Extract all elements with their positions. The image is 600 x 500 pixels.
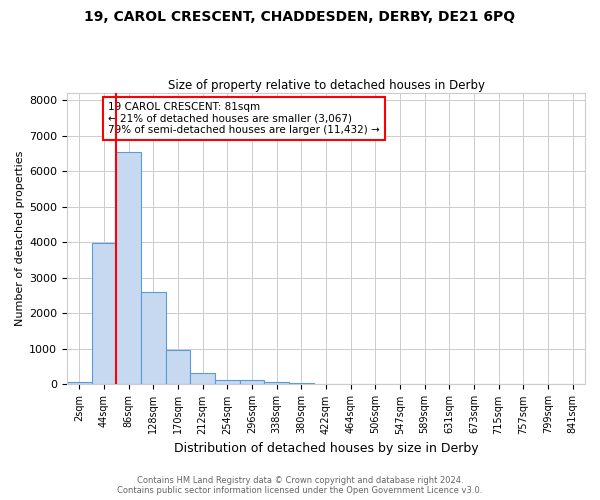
Text: 19 CAROL CRESCENT: 81sqm
← 21% of detached houses are smaller (3,067)
79% of sem: 19 CAROL CRESCENT: 81sqm ← 21% of detach… — [109, 102, 380, 135]
Bar — [67, 382, 92, 384]
Text: 19, CAROL CRESCENT, CHADDESDEN, DERBY, DE21 6PQ: 19, CAROL CRESCENT, CHADDESDEN, DERBY, D… — [85, 10, 515, 24]
Title: Size of property relative to detached houses in Derby: Size of property relative to detached ho… — [167, 79, 485, 92]
Text: Contains HM Land Registry data © Crown copyright and database right 2024.
Contai: Contains HM Land Registry data © Crown c… — [118, 476, 482, 495]
Bar — [141, 292, 166, 384]
Bar — [215, 380, 239, 384]
X-axis label: Distribution of detached houses by size in Derby: Distribution of detached houses by size … — [173, 442, 478, 455]
Bar — [265, 382, 289, 384]
Y-axis label: Number of detached properties: Number of detached properties — [15, 151, 25, 326]
Bar — [289, 382, 314, 384]
Bar — [116, 152, 141, 384]
Bar — [92, 243, 116, 384]
Bar — [239, 380, 265, 384]
Bar — [190, 373, 215, 384]
Bar — [166, 350, 190, 384]
